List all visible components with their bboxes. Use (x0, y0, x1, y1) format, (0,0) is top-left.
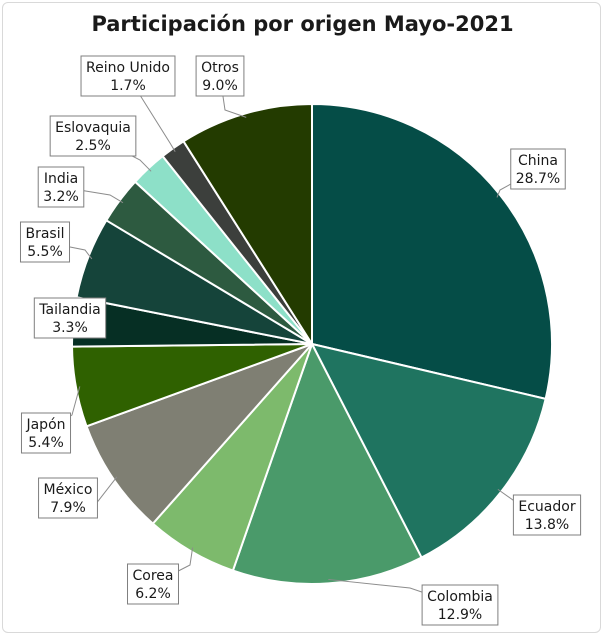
slice-value-label: 5.5% (27, 244, 63, 260)
slice-category-label: Japón (25, 417, 65, 433)
slice-label: México 7.9% (38, 477, 98, 519)
slice-label: Brasil 5.5% (19, 221, 71, 263)
label-box (33, 297, 107, 339)
label-box (195, 55, 245, 97)
slice-label: Otros 9.0% (195, 55, 245, 97)
slice-category-label: Eslovaquia (55, 120, 131, 136)
slice-value-label: 5.4% (28, 435, 64, 451)
slice-value-label: 28.7% (516, 171, 560, 187)
label-box (510, 148, 566, 190)
slice-category-label: Reino Unido (86, 60, 170, 76)
slice-value-label: 9.0% (202, 78, 238, 94)
label-box (37, 166, 85, 208)
slice-value-label: 2.5% (75, 138, 111, 154)
slice-category-label: India (44, 171, 78, 187)
slice-value-label: 3.2% (43, 189, 79, 205)
slice-category-label: Otros (201, 60, 239, 76)
slice-value-label: 3.3% (52, 320, 88, 336)
slice-label: Eslovaquia 2.5% (49, 115, 137, 157)
slice-label: China 28.7% (510, 148, 566, 190)
label-box (20, 412, 72, 454)
pie-slice-colombia (231, 341, 423, 585)
pie-slice-china (311, 102, 553, 401)
slice-label: Ecuador 13.8% (512, 494, 582, 536)
slice-label: Tailandia 3.3% (33, 297, 107, 339)
slice-label: Colombia 12.9% (421, 584, 499, 626)
slice-category-label: Ecuador (518, 499, 575, 515)
slice-label: Corea 6.2% (127, 563, 179, 605)
slice-category-label: China (518, 153, 558, 169)
pie-slice-méxico (85, 343, 313, 526)
slice-value-label: 12.9% (438, 607, 482, 623)
slice-value-label: 6.2% (135, 586, 171, 602)
slice-value-label: 13.8% (525, 517, 569, 533)
slice-category-label: Corea (133, 568, 174, 584)
label-box (38, 477, 98, 519)
slice-category-label: Brasil (25, 226, 64, 242)
slice-category-label: México (44, 482, 93, 498)
label-box (127, 563, 179, 605)
slice-category-label: Colombia (427, 589, 493, 605)
label-box (512, 494, 582, 536)
pie-slice-otros (182, 102, 313, 348)
slice-label: Japón 5.4% (20, 412, 72, 454)
slice-value-label: 7.9% (50, 500, 86, 516)
slice-label: Reino Unido 1.7% (80, 55, 176, 97)
label-box (80, 55, 176, 97)
label-box (49, 115, 137, 157)
slice-category-label: Tailandia (38, 302, 100, 318)
label-box (421, 584, 499, 626)
leader-line (127, 75, 176, 152)
slice-value-label: 1.7% (110, 78, 146, 94)
label-box (19, 221, 71, 263)
slice-label: India 3.2% (37, 166, 85, 208)
chart-title: Participación por origen Mayo-2021 (91, 12, 514, 36)
